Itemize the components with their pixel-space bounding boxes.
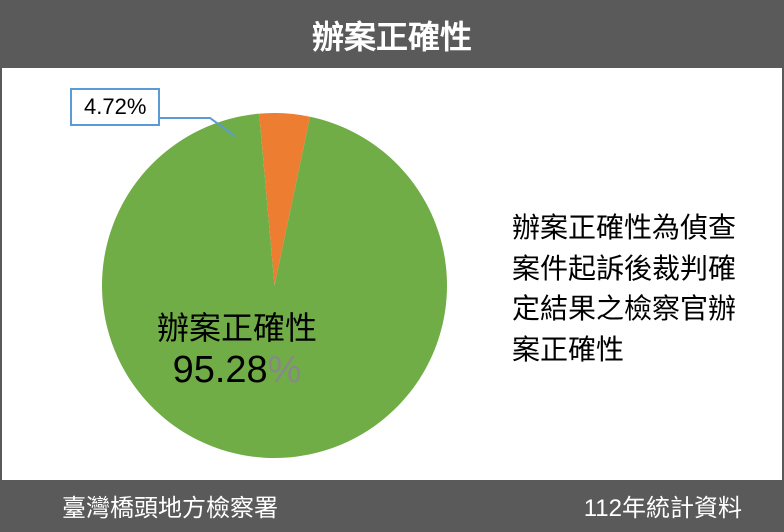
chart-card: 辦案正確性 4.72% 辦案正確性 95.28% 辦案正確性為偵查案件起訴後裁判… — [0, 0, 784, 532]
main-slice-name: 辦案正確性 — [157, 303, 317, 349]
footer-bar: 臺灣橋頭地方檢察署 112年統計資料 — [2, 480, 782, 530]
description-text: 辦案正確性為偵查案件起訴後裁判確定結果之檢察官辦案正確性 — [512, 208, 742, 370]
small-slice-label-box: 4.72% — [70, 88, 160, 126]
small-slice-value: 4.72% — [84, 94, 146, 119]
pie-chart — [102, 113, 447, 458]
page-title: 辦案正確性 — [312, 12, 472, 58]
content-area: 4.72% 辦案正確性 95.28% 辦案正確性為偵查案件起訴後裁判確定結果之檢… — [2, 68, 782, 480]
main-slice-label: 辦案正確性 95.28% — [157, 303, 317, 392]
footer-left: 臺灣橋頭地方檢察署 — [62, 488, 278, 523]
main-slice-value: 95.28% — [157, 349, 317, 392]
callout-leader-line — [160, 118, 235, 136]
header-bar: 辦案正確性 — [2, 2, 782, 68]
small-slice-callout: 4.72% — [70, 88, 160, 126]
pie-svg — [102, 113, 447, 458]
footer-right: 112年統計資料 — [584, 488, 742, 523]
